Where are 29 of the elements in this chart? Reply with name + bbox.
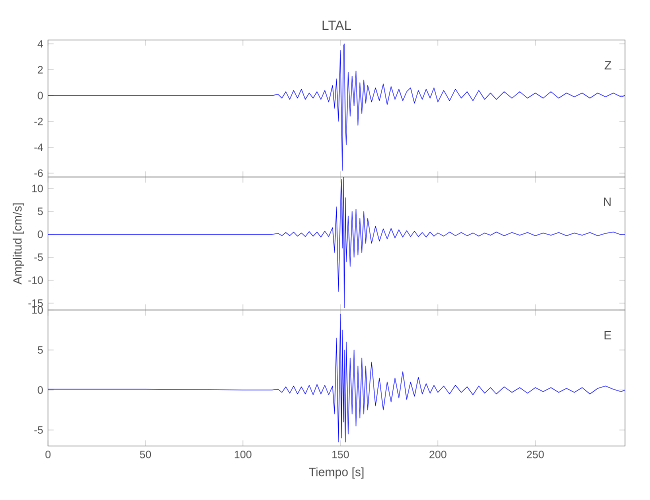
x-tick-label: 150 <box>332 450 349 458</box>
y-tick-label: 0 <box>38 92 43 100</box>
y-tick-label: -6 <box>34 169 43 177</box>
x-tick-label: 200 <box>430 450 446 458</box>
x-tick-label: 50 <box>140 450 151 458</box>
y-tick-label: -10 <box>28 276 43 284</box>
y-tick-label: -15 <box>28 299 43 307</box>
annotation: N <box>604 198 611 206</box>
y-tick-label: 5 <box>38 208 43 216</box>
annotation: E <box>604 331 612 340</box>
y-tick-label: 5 <box>38 346 43 354</box>
y-tick-label: -5 <box>34 426 43 434</box>
x-axis-title: Tiempo [s] <box>308 467 364 479</box>
y-tick-label: 4 <box>38 40 43 48</box>
x-tick-label: 100 <box>234 450 252 458</box>
y-tick-label: -2 <box>34 118 43 126</box>
x-tick-label: 0 <box>45 450 51 458</box>
y-tick-label: 10 <box>32 306 43 314</box>
y-tick-label: -5 <box>34 254 43 261</box>
y-tick-label: 10 <box>32 184 43 192</box>
y-tick-label: -4 <box>34 144 43 151</box>
y-axis-title: Amplitud [cm/s] <box>12 203 24 284</box>
y-tick-label: 0 <box>38 386 43 394</box>
annotation: Z <box>604 61 612 70</box>
y-tick-label: 0 <box>38 230 43 238</box>
y-tick-label: 2 <box>38 66 43 74</box>
chart-title: LTAL <box>322 20 352 30</box>
line-series <box>48 314 626 442</box>
x-tick-label: 250 <box>526 450 544 458</box>
